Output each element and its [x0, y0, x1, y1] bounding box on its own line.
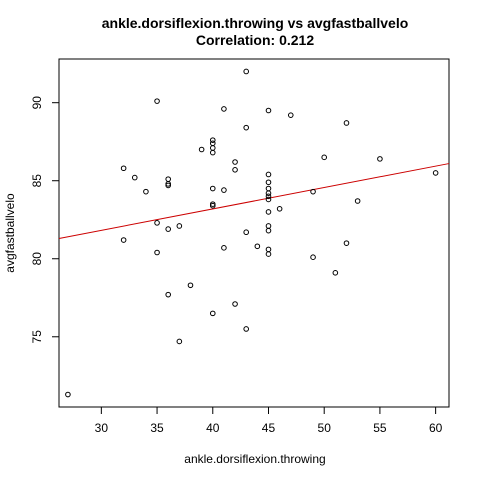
data-point — [209, 140, 216, 147]
data-point — [343, 120, 350, 126]
data-point — [243, 326, 249, 332]
data-point — [310, 254, 316, 260]
data-point — [154, 249, 160, 256]
data-point — [120, 237, 127, 243]
y-tick-label: 80 — [30, 252, 44, 266]
y-axis-label: avgfastballvelo — [3, 193, 17, 273]
chart-title: ankle.dorsiflexion.throwing vs avgfastba… — [102, 15, 409, 31]
data-point — [165, 182, 171, 189]
x-tick-label: 45 — [262, 421, 276, 435]
data-point — [265, 246, 272, 253]
x-tick-label: 40 — [206, 421, 220, 435]
data-point — [165, 176, 171, 182]
data-point — [265, 227, 272, 234]
plot-frame — [58, 58, 450, 408]
data-point — [232, 166, 238, 173]
data-point — [243, 229, 249, 236]
data-point — [198, 146, 205, 153]
data-point — [265, 179, 272, 186]
regression-line — [58, 163, 450, 239]
x-tick-label: 30 — [95, 421, 109, 435]
data-point — [343, 240, 350, 246]
data-points — [65, 68, 439, 398]
data-point — [243, 68, 249, 75]
data-point — [265, 107, 272, 114]
data-point — [154, 98, 160, 104]
data-point — [165, 291, 171, 298]
data-point — [254, 243, 261, 250]
data-point — [65, 391, 71, 398]
y-axis: 75 80 85 90 — [30, 96, 60, 344]
data-point — [209, 149, 216, 156]
x-tick-label: 50 — [318, 421, 332, 435]
data-point — [265, 190, 272, 197]
data-point — [209, 145, 216, 151]
data-point — [276, 206, 283, 212]
data-point — [232, 159, 238, 165]
y-tick-label: 90 — [30, 96, 44, 110]
data-point — [243, 124, 249, 131]
chart-subtitle: Correlation: 0.212 — [196, 32, 314, 48]
x-tick-label: 35 — [150, 421, 164, 435]
data-point — [265, 193, 272, 200]
data-point — [209, 310, 216, 317]
x-axis-label: ankle.dorsiflexion.throwing — [184, 452, 325, 466]
data-point — [265, 185, 272, 192]
data-point — [232, 301, 238, 307]
x-tick-label: 55 — [373, 421, 387, 435]
data-point — [187, 282, 194, 289]
data-point — [221, 245, 227, 251]
x-axis: 30 35 40 45 50 55 60 — [95, 406, 443, 435]
data-point — [165, 226, 171, 232]
data-point — [209, 202, 216, 209]
data-point — [265, 171, 272, 178]
data-point — [432, 170, 439, 176]
y-tick-label: 85 — [30, 174, 44, 188]
data-point — [176, 223, 183, 229]
data-point — [120, 165, 127, 172]
data-point — [332, 269, 339, 276]
data-point — [154, 220, 160, 226]
data-point — [354, 198, 361, 204]
data-point — [377, 156, 383, 162]
data-point — [310, 188, 316, 195]
data-point — [265, 209, 272, 215]
data-point — [287, 112, 294, 118]
data-point — [265, 196, 272, 203]
data-point — [176, 338, 183, 345]
data-point — [265, 223, 272, 229]
y-tick-label: 75 — [30, 330, 44, 344]
data-point — [143, 188, 149, 195]
x-tick-label: 60 — [429, 421, 443, 435]
data-point — [209, 137, 216, 143]
data-point — [209, 185, 216, 192]
data-point — [221, 106, 227, 112]
data-point — [131, 174, 138, 181]
data-point — [265, 251, 272, 257]
data-point — [321, 154, 328, 161]
data-point — [221, 187, 227, 193]
